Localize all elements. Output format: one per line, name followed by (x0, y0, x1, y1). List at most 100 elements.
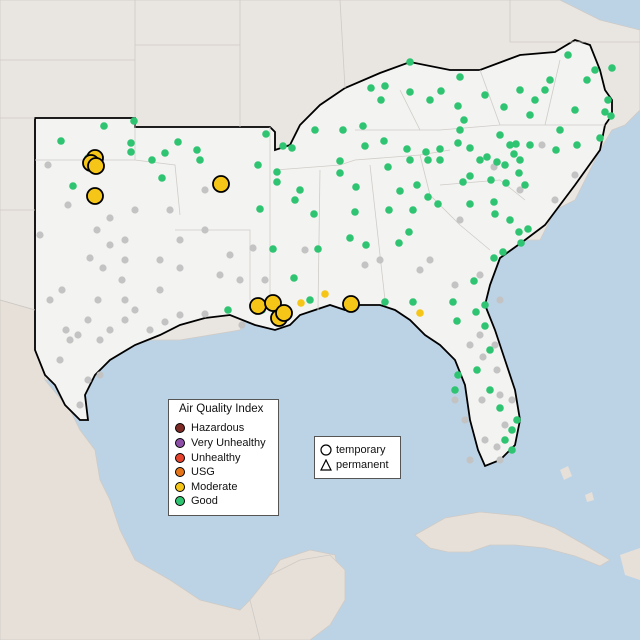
good-site-marker[interactable] (273, 178, 281, 186)
inactive-site-marker[interactable] (94, 296, 102, 304)
inactive-site-marker[interactable] (99, 264, 107, 272)
moderate-temporary-site-marker[interactable] (212, 175, 230, 193)
inactive-site-marker[interactable] (86, 254, 94, 262)
inactive-site-marker[interactable] (176, 236, 184, 244)
inactive-site-marker[interactable] (118, 276, 126, 284)
good-site-marker[interactable] (339, 126, 347, 134)
good-site-marker[interactable] (456, 126, 464, 134)
inactive-site-marker[interactable] (84, 316, 92, 324)
good-site-marker[interactable] (127, 139, 135, 147)
inactive-site-marker[interactable] (481, 436, 489, 444)
inactive-site-marker[interactable] (84, 376, 92, 384)
inactive-site-marker[interactable] (466, 456, 474, 464)
good-site-marker[interactable] (506, 141, 514, 149)
inactive-site-marker[interactable] (161, 318, 169, 326)
good-site-marker[interactable] (510, 150, 518, 158)
good-site-marker[interactable] (362, 241, 370, 249)
inactive-site-marker[interactable] (361, 261, 369, 269)
good-site-marker[interactable] (541, 86, 549, 94)
inactive-site-marker[interactable] (146, 326, 154, 334)
good-site-marker[interactable] (161, 149, 169, 157)
inactive-site-marker[interactable] (461, 416, 469, 424)
good-site-marker[interactable] (314, 245, 322, 253)
good-site-marker[interactable] (437, 87, 445, 95)
inactive-site-marker[interactable] (74, 331, 82, 339)
good-site-marker[interactable] (306, 296, 314, 304)
inactive-site-marker[interactable] (44, 161, 52, 169)
good-site-marker[interactable] (424, 156, 432, 164)
good-site-marker[interactable] (351, 208, 359, 216)
good-site-marker[interactable] (466, 144, 474, 152)
inactive-site-marker[interactable] (121, 256, 129, 264)
good-site-marker[interactable] (158, 174, 166, 182)
inactive-site-marker[interactable] (216, 271, 224, 279)
moderate-temporary-site-marker[interactable] (249, 297, 267, 315)
inactive-site-marker[interactable] (201, 226, 209, 234)
inactive-site-marker[interactable] (261, 276, 269, 284)
good-site-marker[interactable] (517, 239, 525, 247)
good-site-marker[interactable] (381, 82, 389, 90)
good-site-marker[interactable] (608, 64, 616, 72)
inactive-site-marker[interactable] (551, 196, 559, 204)
inactive-site-marker[interactable] (516, 186, 524, 194)
good-site-marker[interactable] (406, 156, 414, 164)
good-site-marker[interactable] (256, 205, 264, 213)
good-site-marker[interactable] (515, 228, 523, 236)
good-site-marker[interactable] (513, 416, 521, 424)
good-site-marker[interactable] (403, 145, 411, 153)
moderate-temporary-site-marker[interactable] (86, 187, 104, 205)
inactive-site-marker[interactable] (301, 246, 309, 254)
inactive-site-marker[interactable] (491, 341, 499, 349)
inactive-site-marker[interactable] (479, 353, 487, 361)
inactive-site-marker[interactable] (62, 326, 70, 334)
good-site-marker[interactable] (396, 187, 404, 195)
moderate-aqi-small-sites[interactable] (297, 290, 424, 317)
good-site-marker[interactable] (453, 317, 461, 325)
inactive-site-marker[interactable] (376, 256, 384, 264)
inactive-site-marker[interactable] (501, 421, 509, 429)
good-site-marker[interactable] (596, 134, 604, 142)
good-site-marker[interactable] (148, 156, 156, 164)
good-site-marker[interactable] (406, 88, 414, 96)
good-site-marker[interactable] (296, 186, 304, 194)
inactive-site-marker[interactable] (496, 296, 504, 304)
good-site-marker[interactable] (224, 306, 232, 314)
good-site-marker[interactable] (508, 426, 516, 434)
good-site-marker[interactable] (506, 216, 514, 224)
good-site-marker[interactable] (57, 137, 65, 145)
good-site-marker[interactable] (491, 210, 499, 218)
good-site-marker[interactable] (262, 130, 270, 138)
good-site-marker[interactable] (493, 158, 501, 166)
good-site-marker[interactable] (406, 58, 414, 66)
inactive-site-marker[interactable] (76, 401, 84, 409)
inactive-site-marker[interactable] (36, 231, 44, 239)
inactive-site-marker[interactable] (166, 206, 174, 214)
inactive-site-marker[interactable] (121, 296, 129, 304)
good-site-marker[interactable] (69, 182, 77, 190)
good-site-marker[interactable] (381, 298, 389, 306)
inactive-site-marker[interactable] (201, 186, 209, 194)
inactive-site-marker[interactable] (176, 311, 184, 319)
good-site-marker[interactable] (336, 157, 344, 165)
good-site-marker[interactable] (601, 108, 609, 116)
inactive-site-marker[interactable] (493, 366, 501, 374)
good-site-marker[interactable] (395, 239, 403, 247)
good-site-marker[interactable] (607, 112, 615, 120)
good-site-marker[interactable] (501, 161, 509, 169)
good-site-marker[interactable] (490, 198, 498, 206)
good-site-marker[interactable] (451, 386, 459, 394)
good-site-marker[interactable] (496, 404, 504, 412)
good-site-marker[interactable] (459, 178, 467, 186)
good-site-marker[interactable] (552, 146, 560, 154)
good-site-marker[interactable] (361, 142, 369, 150)
inactive-site-marker[interactable] (496, 391, 504, 399)
good-site-marker[interactable] (288, 144, 296, 152)
good-site-marker[interactable] (359, 122, 367, 130)
good-site-marker[interactable] (496, 131, 504, 139)
inactive-site-marker[interactable] (476, 331, 484, 339)
good-site-marker[interactable] (422, 148, 430, 156)
good-site-marker[interactable] (460, 116, 468, 124)
moderate-site-marker[interactable] (416, 309, 424, 317)
moderate-temporary-site-marker[interactable] (87, 157, 105, 175)
inactive-site-marker[interactable] (476, 271, 484, 279)
